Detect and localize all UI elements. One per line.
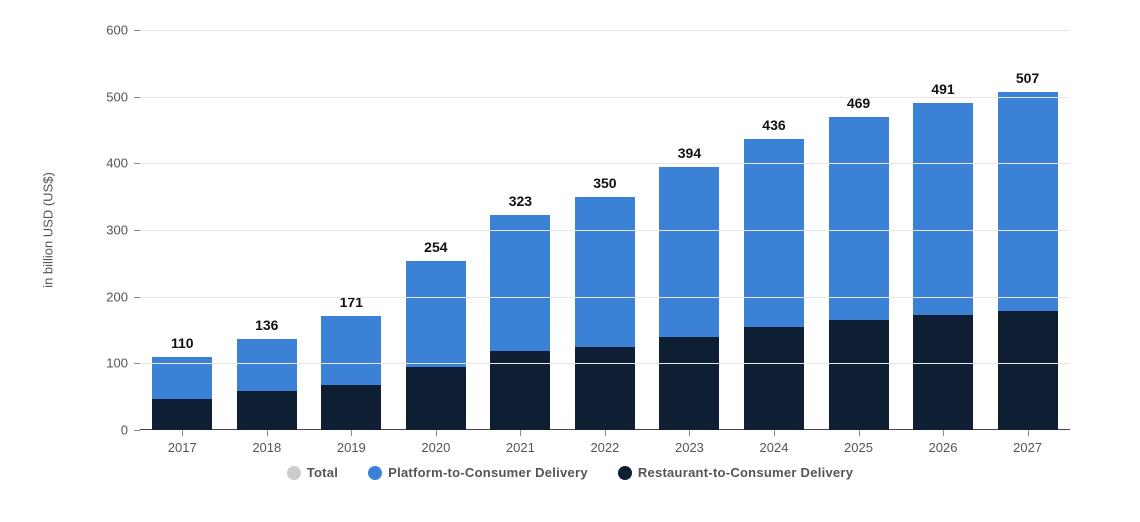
xtick-label: 2020 bbox=[421, 440, 450, 455]
bar-segment bbox=[744, 327, 804, 430]
bar-stack bbox=[913, 103, 973, 430]
xtick-mark bbox=[520, 430, 521, 436]
bar-total-label: 491 bbox=[931, 81, 954, 97]
xtick-mark bbox=[351, 430, 352, 436]
bar-stack bbox=[490, 215, 550, 430]
xtick-label: 2027 bbox=[1013, 440, 1042, 455]
xtick-mark bbox=[182, 430, 183, 436]
ytick-label: 0 bbox=[121, 423, 128, 438]
bar-stack bbox=[998, 92, 1058, 430]
ytick-label: 500 bbox=[106, 89, 128, 104]
bar-stack bbox=[237, 339, 297, 430]
bar-stack bbox=[659, 167, 719, 430]
ytick-mark bbox=[134, 430, 140, 431]
legend-label: Platform-to-Consumer Delivery bbox=[388, 465, 588, 480]
xtick-mark bbox=[859, 430, 860, 436]
bar-total-label: 136 bbox=[255, 317, 278, 333]
legend-dot-icon bbox=[368, 466, 382, 480]
bar-total-label: 254 bbox=[424, 239, 447, 255]
gridline bbox=[140, 363, 1070, 364]
gridline bbox=[140, 30, 1070, 31]
bar-stack bbox=[575, 197, 635, 430]
bar-segment bbox=[237, 391, 297, 430]
legend-label: Restaurant-to-Consumer Delivery bbox=[638, 465, 853, 480]
xtick-label: 2025 bbox=[844, 440, 873, 455]
bar-total-label: 350 bbox=[593, 175, 616, 191]
ytick-mark bbox=[134, 30, 140, 31]
bar-segment bbox=[913, 103, 973, 316]
xtick-mark bbox=[267, 430, 268, 436]
xtick-label: 2019 bbox=[337, 440, 366, 455]
bar-total-label: 436 bbox=[762, 117, 785, 133]
xtick-label: 2023 bbox=[675, 440, 704, 455]
bar-segment bbox=[406, 367, 466, 430]
bar-segment bbox=[659, 337, 719, 430]
xtick-mark bbox=[605, 430, 606, 436]
bar-segment bbox=[575, 347, 635, 430]
gridline bbox=[140, 230, 1070, 231]
ytick-label: 600 bbox=[106, 23, 128, 38]
xtick-label: 2022 bbox=[590, 440, 619, 455]
bar-segment bbox=[913, 315, 973, 430]
bar-segment bbox=[829, 117, 889, 320]
legend-item[interactable]: Restaurant-to-Consumer Delivery bbox=[618, 465, 853, 480]
xtick-label: 2021 bbox=[506, 440, 535, 455]
xtick-label: 2017 bbox=[168, 440, 197, 455]
ytick-mark bbox=[134, 363, 140, 364]
xtick-mark bbox=[943, 430, 944, 436]
bar-segment bbox=[406, 261, 466, 367]
ytick-mark bbox=[134, 163, 140, 164]
legend-item[interactable]: Platform-to-Consumer Delivery bbox=[368, 465, 588, 480]
y-axis-title: in billion USD (US$) bbox=[41, 172, 56, 288]
xtick-mark bbox=[436, 430, 437, 436]
gridline bbox=[140, 163, 1070, 164]
ytick-label: 100 bbox=[106, 356, 128, 371]
bar-segment bbox=[152, 399, 212, 430]
xtick-label: 2018 bbox=[252, 440, 281, 455]
legend-item[interactable]: Total bbox=[287, 465, 338, 480]
legend: Total Platform-to-Consumer Delivery Restau… bbox=[0, 465, 1140, 480]
bar-total-label: 110 bbox=[171, 335, 194, 351]
delivery-revenue-chart: in billion USD (US$) 1102017136201817120… bbox=[0, 0, 1140, 522]
bar-total-label: 469 bbox=[847, 95, 870, 111]
xtick-mark bbox=[774, 430, 775, 436]
gridline bbox=[140, 97, 1070, 98]
bar-stack bbox=[744, 139, 804, 430]
ytick-mark bbox=[134, 97, 140, 98]
legend-dot-icon bbox=[287, 466, 301, 480]
bar-segment bbox=[998, 311, 1058, 430]
bar-total-label: 394 bbox=[678, 145, 701, 161]
bar-stack bbox=[152, 357, 212, 430]
ytick-label: 300 bbox=[106, 223, 128, 238]
bar-segment bbox=[998, 92, 1058, 311]
bar-segment bbox=[321, 316, 381, 385]
xtick-label: 2026 bbox=[929, 440, 958, 455]
ytick-mark bbox=[134, 230, 140, 231]
ytick-label: 200 bbox=[106, 289, 128, 304]
bar-stack bbox=[321, 316, 381, 430]
bar-total-label: 323 bbox=[509, 193, 532, 209]
bar-segment bbox=[490, 215, 550, 352]
bar-total-label: 507 bbox=[1016, 70, 1039, 86]
ytick-mark bbox=[134, 297, 140, 298]
ytick-label: 400 bbox=[106, 156, 128, 171]
xtick-mark bbox=[689, 430, 690, 436]
bar-segment bbox=[575, 197, 635, 347]
bar-segment bbox=[659, 167, 719, 336]
bar-segment bbox=[829, 320, 889, 430]
xtick-label: 2024 bbox=[760, 440, 789, 455]
gridline bbox=[140, 297, 1070, 298]
plot-area: 1102017136201817120192542020323202135020… bbox=[140, 30, 1070, 430]
xtick-mark bbox=[1028, 430, 1029, 436]
bar-segment bbox=[237, 339, 297, 391]
bar-stack bbox=[406, 261, 466, 430]
bar-segment bbox=[321, 385, 381, 430]
legend-dot-icon bbox=[618, 466, 632, 480]
legend-label: Total bbox=[307, 465, 338, 480]
bar-segment bbox=[744, 139, 804, 326]
